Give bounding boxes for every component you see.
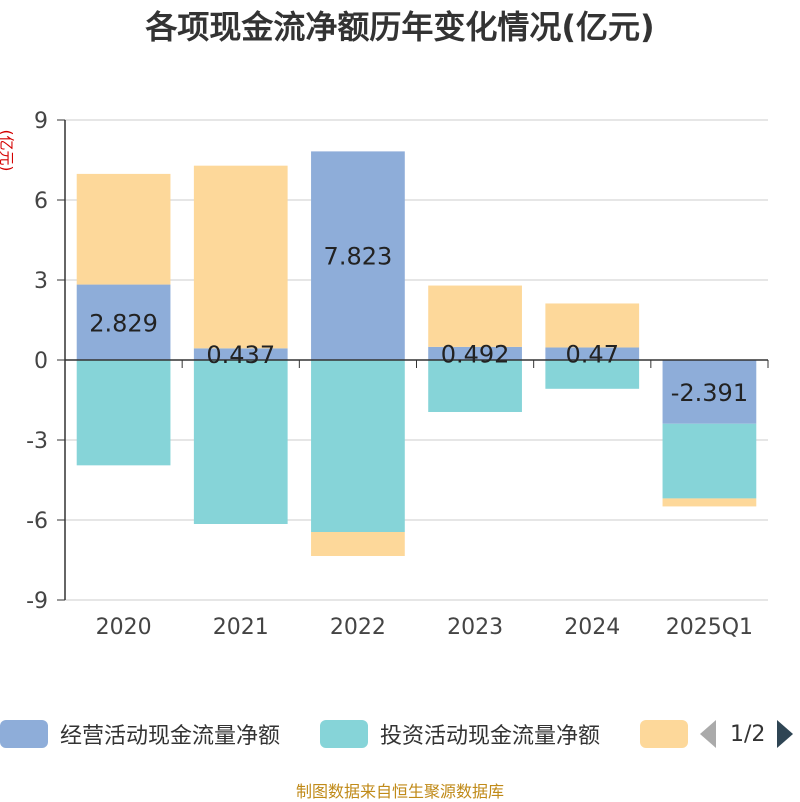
- bar-financing-2022: [311, 532, 405, 556]
- bar-investing-2021: [193, 360, 288, 524]
- bar-investing-2020: [76, 360, 171, 466]
- bar-operating-2020: [76, 284, 171, 360]
- x-tick-label: 2024: [564, 615, 620, 640]
- legend-item-investing[interactable]: 投资活动现金流量净额: [320, 716, 600, 752]
- bar-operating-2023: [428, 346, 522, 360]
- y-tick-label: -3: [26, 429, 48, 454]
- legend-label-investing: 投资活动现金流量净额: [380, 724, 601, 749]
- bar-investing-2025Q1: [662, 423, 757, 499]
- x-tick-label: 2021: [213, 615, 269, 640]
- bar-financing-2025Q1: [662, 498, 757, 507]
- data-source-note: 制图数据来自恒生聚源数据库: [295, 782, 504, 801]
- data-label-operating-2020: 2.829: [89, 309, 158, 337]
- chart-title: 各项现金流净额历年变化情况(亿元): [145, 8, 655, 46]
- bar-operating-2022: [311, 151, 405, 360]
- legend-page-indicator: 1/2: [730, 721, 766, 747]
- x-tick-label: 2022: [330, 615, 386, 640]
- legend-prev-icon[interactable]: [700, 720, 716, 748]
- y-tick-label: 9: [34, 109, 48, 134]
- y-tick-label: 0: [34, 349, 48, 374]
- bar-financing-2020: [76, 173, 171, 285]
- data-label-operating-2025Q1: -2.391: [671, 379, 748, 407]
- bar-operating-2025Q1: [662, 360, 757, 424]
- legend-next-icon[interactable]: [777, 720, 794, 748]
- legend-item-operating[interactable]: 经营活动现金流量净额: [0, 716, 280, 752]
- bar-financing-2021: [193, 165, 288, 349]
- legend-swatch-financing: [640, 720, 688, 748]
- y-tick-label: 3: [34, 269, 48, 294]
- y-tick-label: -9: [26, 589, 48, 614]
- bar-financing-2024: [545, 303, 640, 348]
- y-tick-label: -6: [26, 509, 48, 534]
- y-tick-label: 6: [34, 189, 48, 214]
- bar-investing-2024: [545, 360, 640, 389]
- bar-financing-2023: [428, 285, 522, 347]
- legend: 经营活动现金流量净额 投资活动现金流量净额: [0, 716, 800, 756]
- bar-chart: -9 -6 -3 0 3 6 9 2.829 0.437 7.823 0.492 0.47 -2.391…: [26, 109, 769, 640]
- x-tick-label: 2020: [96, 615, 152, 640]
- bar-operating-2021: [193, 348, 288, 360]
- legend-item-financing[interactable]: [640, 716, 688, 752]
- legend-swatch-operating: [0, 720, 48, 748]
- data-label-operating-2022: 7.823: [324, 243, 393, 271]
- bar-investing-2023: [428, 360, 522, 412]
- x-tick-label: 2025Q1: [666, 615, 753, 640]
- legend-pager: 1/2: [700, 716, 794, 752]
- legend-swatch-investing: [320, 720, 368, 748]
- x-tick-label: 2023: [447, 615, 503, 640]
- legend-label-operating: 经营活动现金流量净额: [60, 724, 281, 749]
- bar-investing-2022: [311, 360, 405, 532]
- bar-operating-2024: [545, 347, 640, 360]
- data-label-operating-2023: 0.492: [441, 340, 510, 368]
- data-label-operating-2021: 0.437: [206, 341, 275, 369]
- data-label-operating-2024: 0.47: [566, 341, 619, 369]
